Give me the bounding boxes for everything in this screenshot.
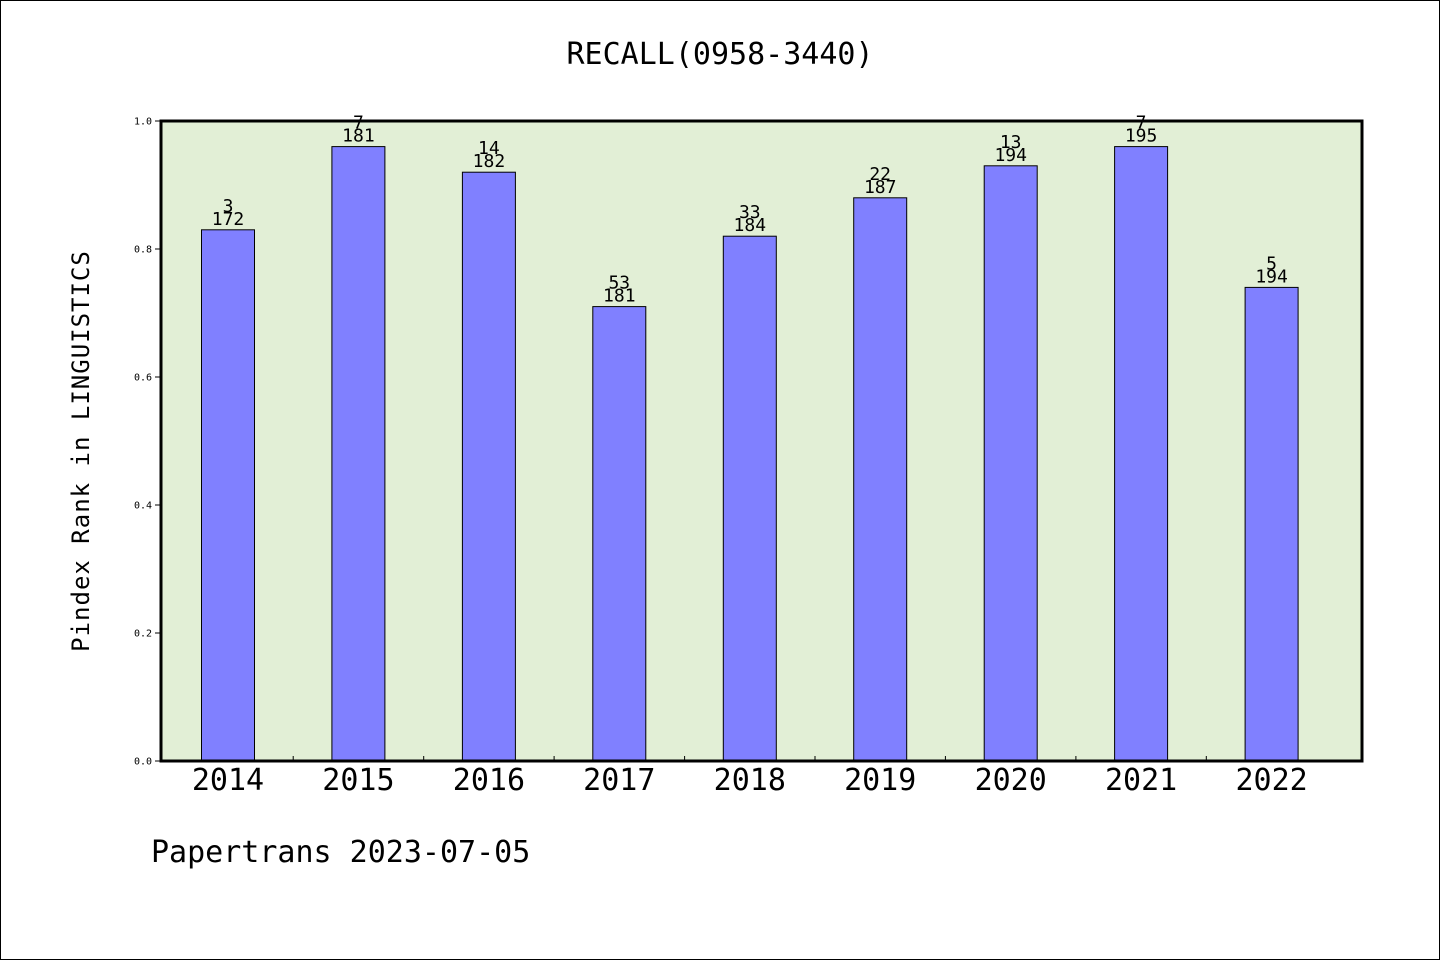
rank-label-2022: 5 bbox=[1266, 253, 1277, 274]
data-labels-group: 3172718114182531813318422187131947195519… bbox=[212, 113, 1288, 307]
x-axis: 2014 2015 2016 2017 2018 2019 2020 2021 2022 bbox=[192, 756, 1308, 798]
x-tick-label-2021: 2021 bbox=[1105, 763, 1177, 798]
x-tick-label-2014: 2014 bbox=[192, 763, 264, 798]
bar-2016 bbox=[461, 171, 516, 762]
x-tick-label-2020: 2020 bbox=[975, 763, 1047, 798]
rank-label-2015: 7 bbox=[353, 113, 364, 134]
rank-label-2020: 13 bbox=[1000, 132, 1022, 153]
y-tick-label: 0.4 bbox=[134, 501, 152, 512]
bar-2021 bbox=[1114, 146, 1169, 762]
total-label-2016: 182 bbox=[473, 151, 506, 172]
footer-text: Papertrans 2023-07-05 bbox=[151, 835, 531, 870]
bar-2014 bbox=[201, 229, 255, 762]
rank-label-2017: 53 bbox=[608, 273, 630, 294]
total-label-2014: 172 bbox=[212, 209, 245, 230]
rank-label-2018: 33 bbox=[739, 202, 761, 223]
x-tick-label-2019: 2019 bbox=[844, 763, 916, 798]
x-tick-label-2015: 2015 bbox=[322, 763, 394, 798]
x-tick-label-2022: 2022 bbox=[1235, 763, 1307, 798]
chart-title: RECALL(0958-3440) bbox=[566, 37, 874, 72]
total-label-2017: 181 bbox=[603, 286, 636, 307]
bar-2020 bbox=[983, 165, 1038, 762]
bar-2015 bbox=[331, 146, 386, 762]
total-label-2020: 194 bbox=[994, 145, 1027, 166]
rank-label-2016: 14 bbox=[478, 138, 500, 159]
bar-2022 bbox=[1244, 286, 1299, 762]
total-label-2015: 181 bbox=[342, 126, 375, 147]
bars-group bbox=[201, 146, 1299, 762]
bar-2019 bbox=[853, 197, 908, 762]
x-tick-label-2016: 2016 bbox=[453, 763, 525, 798]
rank-label-2019: 22 bbox=[869, 164, 891, 185]
y-tick-label: 1.0 bbox=[134, 117, 152, 128]
bar-2017 bbox=[592, 306, 647, 762]
total-label-2021: 195 bbox=[1125, 126, 1158, 147]
y-tick-label: 0.2 bbox=[134, 629, 152, 640]
total-label-2022: 194 bbox=[1255, 266, 1288, 287]
rank-label-2014: 3 bbox=[223, 196, 234, 217]
y-tick-label: 0.8 bbox=[134, 245, 152, 256]
y-axis: 0.0 0.2 0.4 0.6 0.8 1.0 bbox=[134, 117, 161, 768]
y-tick-label: 0.6 bbox=[134, 373, 152, 384]
bar-2018 bbox=[722, 235, 777, 762]
rank-label-2021: 7 bbox=[1136, 113, 1147, 134]
y-tick-label: 0.0 bbox=[134, 757, 152, 768]
x-tick-label-2017: 2017 bbox=[583, 763, 655, 798]
total-label-2018: 184 bbox=[734, 215, 767, 236]
x-tick-label-2018: 2018 bbox=[714, 763, 786, 798]
total-label-2019: 187 bbox=[864, 177, 897, 198]
plot-frame bbox=[159, 119, 1364, 763]
